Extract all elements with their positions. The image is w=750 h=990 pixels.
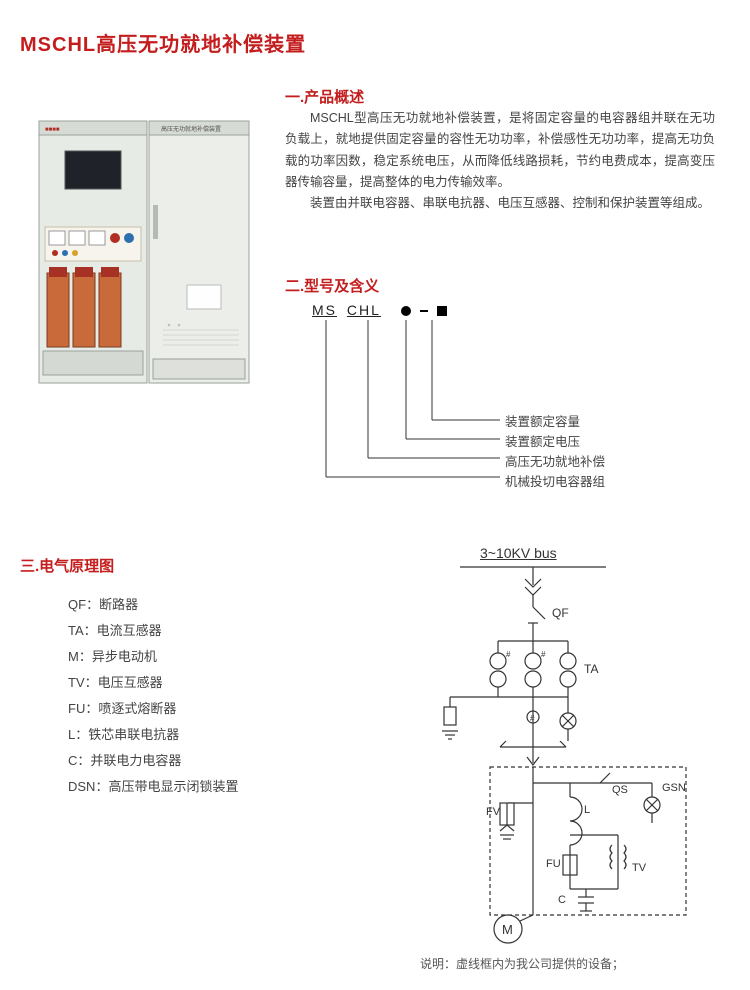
model-diagram: MS CHL 装置额定容量 装置额定电压 高压无功就地补偿 机械投切电容器组 bbox=[310, 302, 640, 482]
legend-row: M：异步电动机 bbox=[68, 644, 238, 670]
circuit-label-ta: TA bbox=[584, 662, 598, 676]
legend-row: QF：断路器 bbox=[68, 592, 238, 618]
legend-row: DSN：高压带电显示闭锁装置 bbox=[68, 774, 238, 800]
circuit-label-tv: TV bbox=[632, 862, 647, 874]
model-label-4: 机械投切电容器组 bbox=[505, 472, 605, 492]
cabinet-brand: ■■■■ bbox=[45, 127, 60, 133]
circuit-label-c: C bbox=[558, 894, 566, 906]
section1-body: MSCHL型高压无功就地补偿装置，是将固定容量的电容器组并联在无功负载上，就地提… bbox=[285, 108, 715, 214]
model-label-1: 装置额定容量 bbox=[505, 412, 605, 432]
circuit-label-fu: FU bbox=[546, 858, 561, 870]
svg-text:#: # bbox=[530, 714, 535, 723]
section3-heading: 三.电气原理图 bbox=[20, 555, 114, 576]
cabinet-label-text: 高压无功就地补偿装置 bbox=[161, 125, 221, 133]
footnote: 说明：虚线框内为我公司提供的设备； bbox=[420, 955, 624, 972]
page-title: MSCHL高压无功就地补偿装置 bbox=[20, 28, 306, 57]
legend-row: L：铁芯串联电抗器 bbox=[68, 722, 238, 748]
circuit-label-m: M bbox=[502, 922, 513, 937]
circuit-bus-label: 3~10KV bus bbox=[480, 545, 557, 561]
circuit-label-qs: QS bbox=[612, 784, 628, 796]
circuit-label-fv: FV bbox=[486, 806, 501, 818]
circuit-label-gsn: GSN bbox=[662, 782, 686, 794]
product-cabinet-image: ■■■■ 高压无功就地补偿装置 bbox=[35, 115, 255, 390]
circuit-diagram: 3~10KV bus QF # # bbox=[400, 545, 710, 945]
circuit-label-qf: QF bbox=[552, 606, 569, 620]
legend-row: C：并联电力电容器 bbox=[68, 748, 238, 774]
svg-text:#: # bbox=[506, 650, 511, 659]
legend-row: FU：喷逐式熔断器 bbox=[68, 696, 238, 722]
model-label-2: 装置额定电压 bbox=[505, 432, 605, 452]
section1-para2: 装置由并联电容器、串联电抗器、电压互感器、控制和保护装置等组成。 bbox=[285, 193, 715, 214]
model-label-3: 高压无功就地补偿 bbox=[505, 452, 605, 472]
svg-text:#: # bbox=[541, 650, 546, 659]
section1-heading: 一.产品概述 bbox=[285, 86, 364, 107]
legend-row: TV：电压互感器 bbox=[68, 670, 238, 696]
section1-para1: MSCHL型高压无功就地补偿装置，是将固定容量的电容器组并联在无功负载上，就地提… bbox=[285, 108, 715, 193]
circuit-legend: QF：断路器 TA：电流互感器 M：异步电动机 TV：电压互感器 FU：喷逐式熔… bbox=[68, 592, 238, 800]
section2-heading: 二.型号及含义 bbox=[285, 275, 379, 296]
circuit-label-l: L bbox=[584, 804, 590, 816]
legend-row: TA：电流互感器 bbox=[68, 618, 238, 644]
model-labels: 装置额定容量 装置额定电压 高压无功就地补偿 机械投切电容器组 bbox=[505, 412, 605, 492]
